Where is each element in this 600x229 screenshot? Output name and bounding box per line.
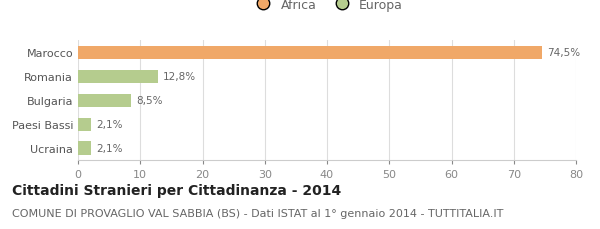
Bar bbox=[78, 118, 91, 131]
Bar bbox=[78, 71, 158, 84]
Bar bbox=[78, 47, 542, 60]
Text: 74,5%: 74,5% bbox=[547, 48, 580, 58]
Bar bbox=[78, 142, 91, 155]
Legend: Africa, Europa: Africa, Europa bbox=[246, 0, 408, 17]
Text: 12,8%: 12,8% bbox=[163, 72, 196, 82]
Text: Cittadini Stranieri per Cittadinanza - 2014: Cittadini Stranieri per Cittadinanza - 2… bbox=[12, 183, 341, 197]
Text: COMUNE DI PROVAGLIO VAL SABBIA (BS) - Dati ISTAT al 1° gennaio 2014 - TUTTITALIA: COMUNE DI PROVAGLIO VAL SABBIA (BS) - Da… bbox=[12, 208, 503, 218]
Text: 8,5%: 8,5% bbox=[136, 96, 163, 106]
Bar bbox=[78, 94, 131, 107]
Text: 2,1%: 2,1% bbox=[96, 143, 122, 153]
Text: 2,1%: 2,1% bbox=[96, 120, 122, 130]
